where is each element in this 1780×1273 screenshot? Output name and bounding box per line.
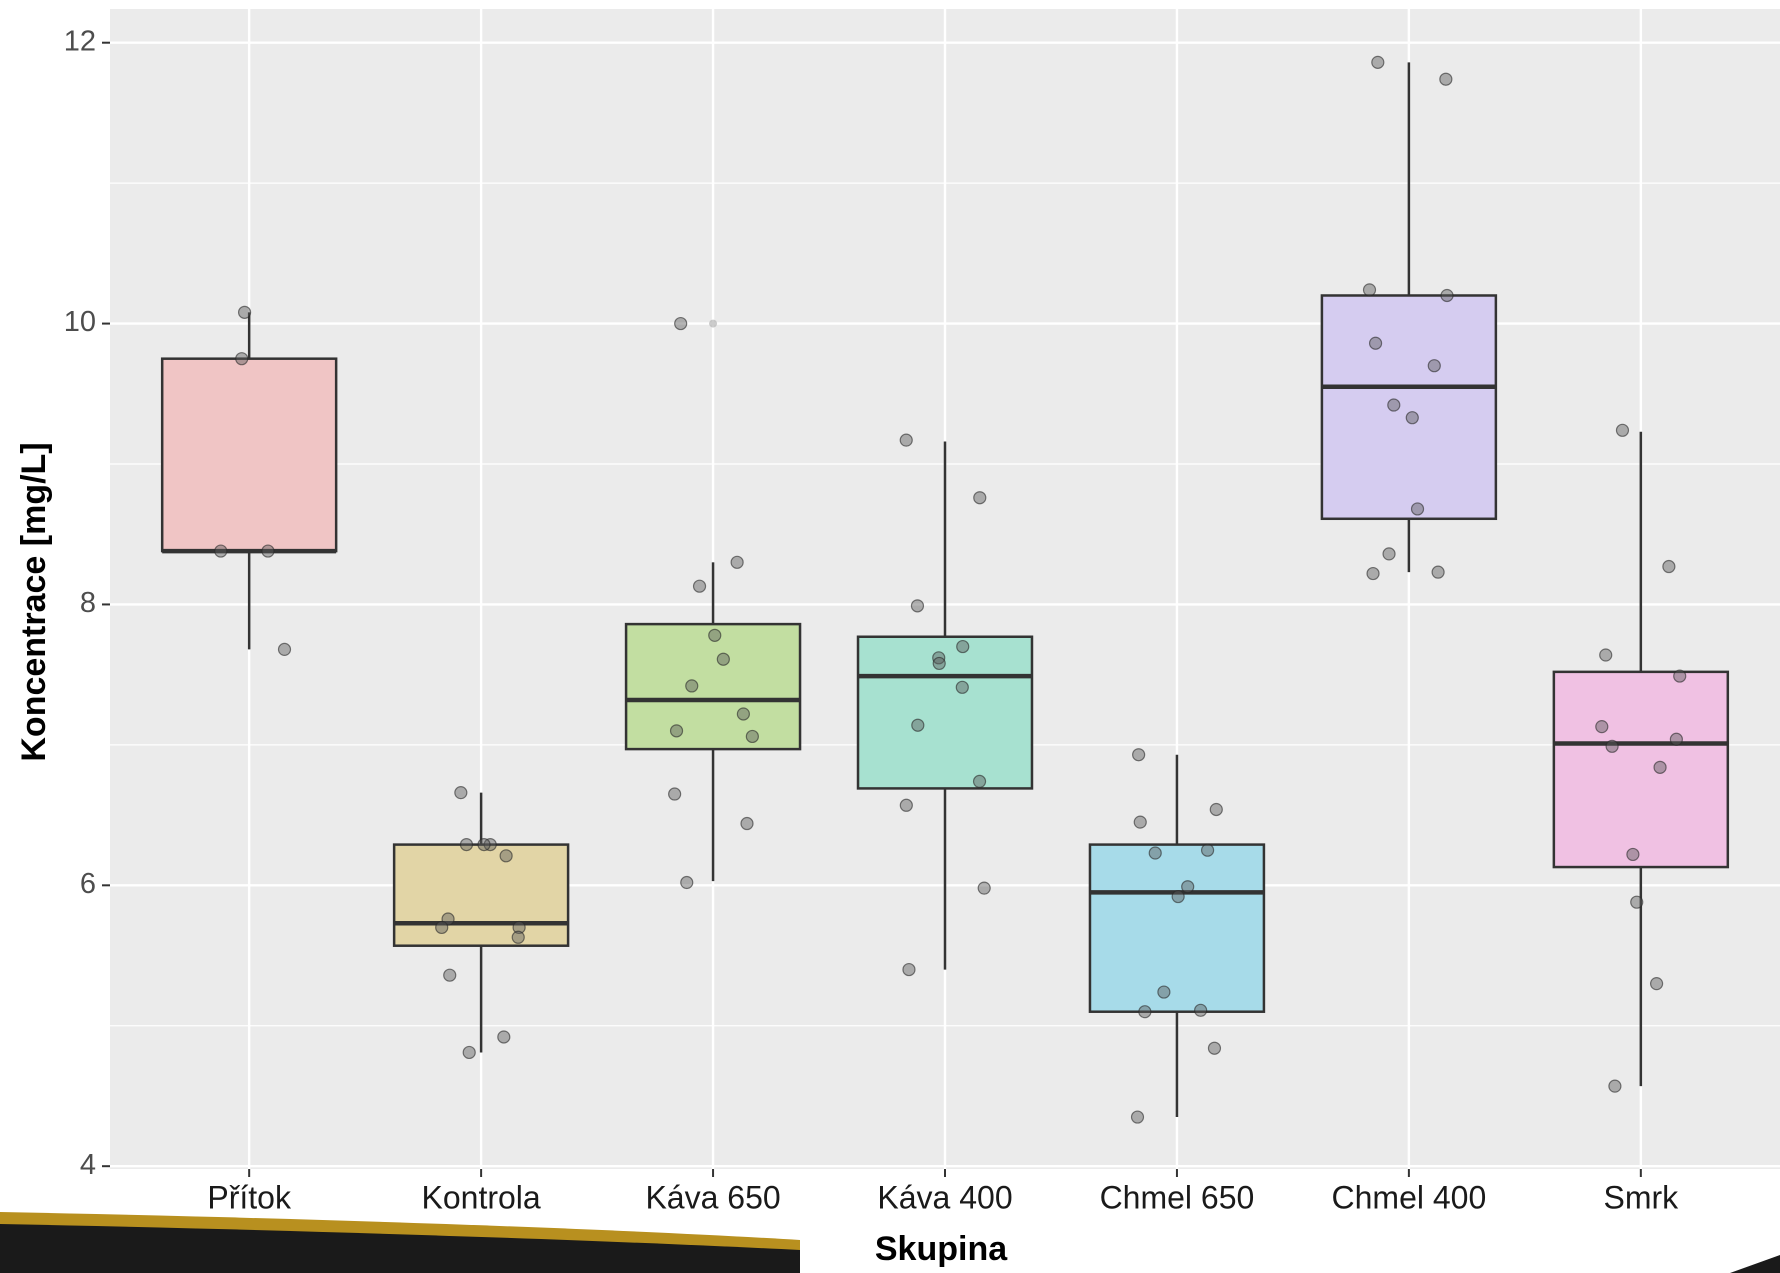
point [455,787,467,799]
point [478,839,490,851]
point [1670,733,1682,745]
point [500,850,512,862]
point [239,306,251,318]
box [162,359,336,551]
point [278,643,290,655]
y-tick-label: 12 [64,25,96,57]
box [1322,295,1496,518]
y-tick-label: 10 [64,306,96,338]
point [746,730,758,742]
point [1663,561,1675,573]
point [1654,761,1666,773]
point [694,580,706,592]
box [394,845,568,946]
point [1631,896,1643,908]
point [900,799,912,811]
point [741,818,753,830]
point [512,931,524,943]
point [1596,721,1608,733]
point [1370,337,1382,349]
y-tick-label: 8 [80,587,96,619]
x-tick-label: Smrk [1604,1179,1680,1215]
point [671,725,683,737]
point [1367,568,1379,580]
point [1616,424,1628,436]
x-tick-label: Káva 650 [645,1179,780,1215]
x-tick-label: Káva 400 [877,1179,1012,1215]
point [709,629,721,641]
y-tick-label: 6 [80,868,96,900]
point [1412,503,1424,515]
point [444,969,456,981]
point [974,775,986,787]
point [215,545,227,557]
point [1651,978,1663,990]
point [1208,1042,1220,1054]
x-tick-label: Chmel 650 [1100,1179,1255,1215]
point [1133,749,1145,761]
outlier [709,320,717,328]
point [978,882,990,894]
box [1554,672,1728,867]
point [460,839,472,851]
point [1441,289,1453,301]
point [1600,649,1612,661]
point [681,877,693,889]
point [933,657,945,669]
point [737,708,749,720]
point [903,964,915,976]
point [1406,412,1418,424]
point [686,680,698,692]
point [956,681,968,693]
point [1388,399,1400,411]
point [1195,1004,1207,1016]
point [436,921,448,933]
point [1432,566,1444,578]
point [731,556,743,568]
point [262,545,274,557]
x-axis-title: Skupina [875,1230,1008,1268]
point [669,788,681,800]
point [1609,1080,1621,1092]
point [1158,986,1170,998]
point [1210,803,1222,815]
point [236,353,248,365]
point [1134,816,1146,828]
point [1202,844,1214,856]
x-tick-label: Kontrola [422,1179,541,1215]
decoration [1730,1255,1780,1273]
box [1090,845,1264,1012]
point [1139,1006,1151,1018]
point [912,719,924,731]
point [1674,670,1686,682]
x-tick-label: Přítok [207,1179,292,1215]
point [1606,740,1618,752]
point [463,1046,475,1058]
point [1440,73,1452,85]
y-axis-title: Koncentrace [mg/L] [15,442,53,761]
point [1149,847,1161,859]
y-tick-label: 4 [80,1149,96,1181]
point [498,1031,510,1043]
box [626,624,800,749]
point [1364,284,1376,296]
point [1182,881,1194,893]
point [1383,548,1395,560]
point [1172,891,1184,903]
point [675,318,687,330]
x-tick-label: Chmel 400 [1332,1179,1487,1215]
point [957,641,969,653]
point [911,600,923,612]
point [1372,56,1384,68]
point [974,492,986,504]
chart: Skupina Koncentrace [mg/L] 4 6 8 10 12 Přítok… [0,0,1780,1273]
point [717,653,729,665]
point [1132,1111,1144,1123]
point [1428,360,1440,372]
point [1627,848,1639,860]
point [900,434,912,446]
